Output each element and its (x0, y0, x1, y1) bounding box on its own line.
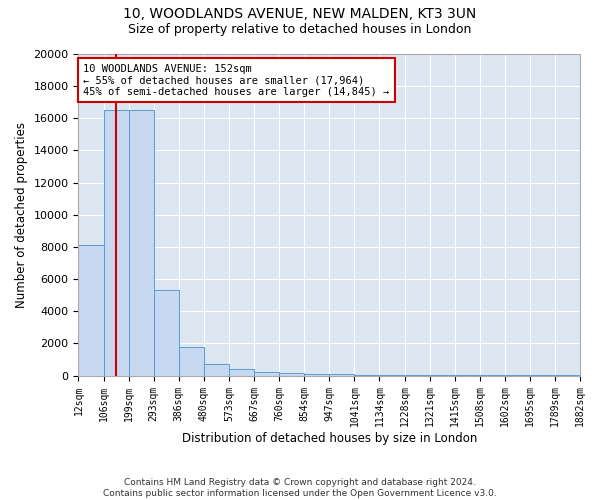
Bar (229, 369, 254, 376)
Bar (404, 375, 430, 376)
Bar (379, 375, 404, 376)
Bar (355, 374, 379, 376)
Y-axis label: Number of detached properties: Number of detached properties (15, 122, 28, 308)
Bar (329, 374, 355, 376)
Bar (204, 364, 229, 376)
Bar (179, 346, 204, 376)
Bar (104, 110, 128, 376)
Bar (304, 374, 329, 376)
Text: Contains HM Land Registry data © Crown copyright and database right 2024.
Contai: Contains HM Land Registry data © Crown c… (103, 478, 497, 498)
Bar (279, 373, 304, 376)
X-axis label: Distribution of detached houses by size in London: Distribution of detached houses by size … (182, 432, 477, 445)
Text: 10, WOODLANDS AVENUE, NEW MALDEN, KT3 3UN: 10, WOODLANDS AVENUE, NEW MALDEN, KT3 3U… (124, 8, 476, 22)
Text: Size of property relative to detached houses in London: Size of property relative to detached ho… (128, 22, 472, 36)
Bar (128, 110, 154, 376)
Bar (79, 246, 104, 376)
Text: 10 WOODLANDS AVENUE: 152sqm
← 55% of detached houses are smaller (17,964)
45% of: 10 WOODLANDS AVENUE: 152sqm ← 55% of det… (83, 64, 389, 97)
Bar (254, 372, 279, 376)
Bar (154, 290, 179, 376)
